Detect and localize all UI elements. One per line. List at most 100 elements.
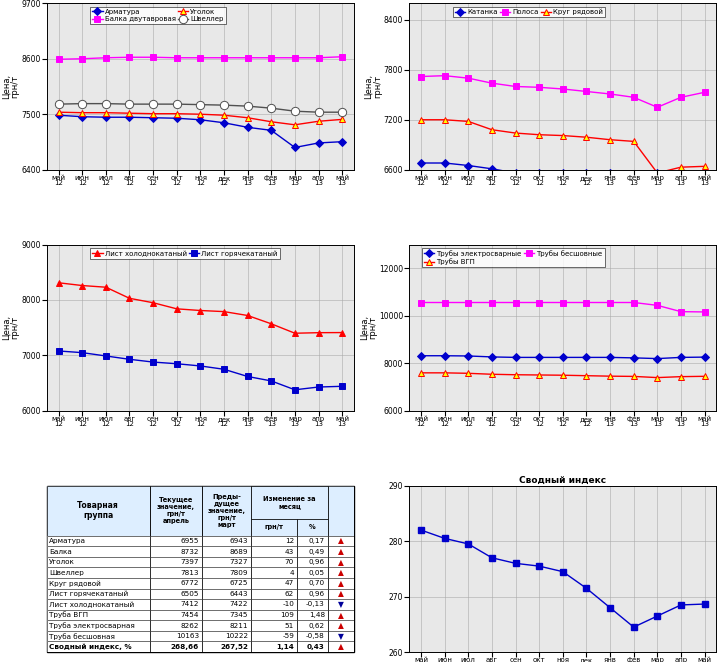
Bar: [297, 486, 328, 536]
Балка двутавровая: [78, 55, 86, 63]
Bar: [251, 519, 297, 536]
Bar: [47, 599, 150, 610]
Bar: [47, 620, 354, 631]
Трубы ВГП: [677, 373, 685, 381]
Text: 109: 109: [280, 612, 294, 618]
Лист холоднокатаный: [196, 307, 204, 314]
Балка двутавровая: [243, 54, 252, 62]
Лист горячекатаный: [291, 386, 300, 394]
Bar: [297, 610, 328, 620]
Bar: [47, 546, 354, 557]
Швеллер: [220, 101, 228, 109]
Text: 6443: 6443: [230, 591, 248, 597]
Bar: [297, 557, 328, 567]
Катанка: [487, 165, 496, 173]
Балка двутавровая: [54, 56, 63, 64]
Швеллер: [102, 100, 110, 108]
Катанка: [606, 169, 614, 177]
Bar: [47, 578, 150, 589]
Text: 8211: 8211: [230, 622, 248, 629]
Швеллер: [172, 100, 181, 108]
Трубы электросварные: [441, 352, 449, 359]
Bar: [328, 546, 354, 557]
Балка двутавровая: [196, 54, 204, 62]
Bar: [328, 536, 354, 546]
Bar: [297, 631, 328, 641]
Лист холоднокатаный: [149, 299, 158, 307]
Круг рядовой: [441, 116, 449, 124]
Арматура: [243, 123, 252, 131]
Катанка: [559, 169, 567, 177]
Bar: [47, 631, 150, 641]
Bar: [251, 486, 297, 536]
Швеллер: [338, 108, 346, 116]
Text: 43: 43: [285, 549, 294, 555]
Лист горячекатаный: [102, 352, 110, 360]
Полоса: [653, 103, 662, 111]
Text: -59: -59: [282, 633, 294, 639]
Лист горячекатаный: [78, 349, 86, 357]
Лист холоднокатаный: [338, 328, 346, 336]
Text: Товарная
группа: Товарная группа: [77, 501, 119, 520]
Text: грн/т: грн/т: [265, 524, 284, 530]
Text: ▲: ▲: [338, 557, 344, 567]
Bar: [150, 589, 202, 599]
Text: 8262: 8262: [180, 622, 199, 629]
Круг рядовой: [535, 131, 544, 139]
Швеллер: [54, 100, 63, 108]
Bar: [251, 557, 297, 567]
Legend: Катанка, Полоса, Круг рядовой: Катанка, Полоса, Круг рядовой: [453, 7, 606, 17]
Text: ▲: ▲: [338, 547, 344, 556]
Швеллер: [267, 104, 276, 112]
Лист горячекатаный: [338, 383, 346, 391]
Катанка: [653, 169, 662, 177]
Bar: [150, 641, 202, 652]
Line: Трубы ВГП: Трубы ВГП: [418, 369, 708, 381]
Bar: [202, 610, 251, 620]
Text: 12: 12: [285, 538, 294, 544]
Bar: [297, 589, 328, 599]
Text: 7813: 7813: [180, 570, 199, 576]
Арматура: [220, 118, 228, 126]
Трубы ВГП: [417, 369, 426, 377]
Bar: [150, 557, 202, 567]
Bar: [150, 610, 202, 620]
Text: -0,58: -0,58: [306, 633, 325, 639]
Text: 1,48: 1,48: [309, 612, 325, 618]
Y-axis label: Цена,
грн/т: Цена, грн/т: [364, 74, 382, 99]
Трубы электросварные: [559, 354, 567, 361]
Line: Лист горячекатаный: Лист горячекатаный: [55, 348, 346, 393]
Лист холоднокатаный: [291, 329, 300, 337]
Text: 47: 47: [285, 581, 294, 587]
Text: Балка: Балка: [49, 549, 72, 555]
Трубы ВГП: [441, 369, 449, 377]
Трубы бесшовные: [441, 299, 449, 307]
Арматура: [172, 115, 181, 122]
Text: 7345: 7345: [230, 612, 248, 618]
Катанка: [677, 170, 685, 178]
Трубы бесшовные: [606, 299, 614, 307]
Bar: [202, 641, 251, 652]
Text: Труба бесшовная: Труба бесшовная: [49, 633, 115, 639]
Лист холоднокатаный: [243, 312, 252, 320]
Bar: [150, 536, 202, 546]
Bar: [47, 589, 354, 599]
Уголок: [102, 109, 110, 117]
Text: Преды-
дущее
значение,
грн/т
март: Преды- дущее значение, грн/т март: [207, 494, 246, 528]
Bar: [328, 620, 354, 631]
Арматура: [78, 113, 86, 120]
Bar: [150, 546, 202, 557]
Text: -0,13: -0,13: [306, 602, 325, 608]
Bar: [297, 641, 328, 652]
Bar: [297, 546, 328, 557]
Bar: [328, 599, 354, 610]
Bar: [328, 567, 354, 578]
Арматура: [149, 114, 158, 122]
Bar: [328, 610, 354, 620]
Text: 6943: 6943: [230, 538, 248, 544]
Bar: [251, 620, 297, 631]
Трубы бесшовные: [464, 299, 472, 307]
Bar: [150, 620, 202, 631]
Bar: [328, 641, 354, 652]
Катанка: [582, 169, 591, 177]
